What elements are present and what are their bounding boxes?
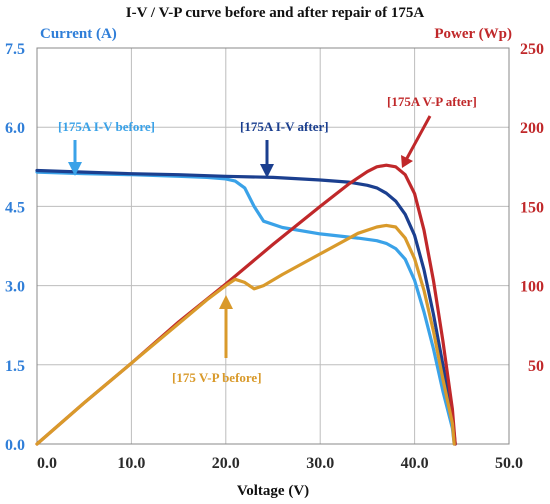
y-right-tick-label: 150 [520,199,544,216]
x-ticks: 0.0 10.0 20.0 30.0 40.0 50.0 [37,455,523,472]
y-left-axis-title: Current (A) [40,26,117,42]
series-line-175a-i-v-before [35,170,456,446]
plot-frame [36,47,510,445]
y-right-ticks: 50 100 150 200 250 [520,41,544,375]
y-left-tick-label: 3.0 [5,279,25,296]
y-right-tick-label: 50 [528,358,544,375]
chart-title: I-V / V-P curve before and after repair … [126,5,425,21]
arrow-iv-after [260,140,274,178]
x-axis-title: Voltage (V) [237,483,309,499]
annotation-vp-after: [175A V-P after] [387,94,477,109]
x-tick-label: 10.0 [117,455,145,472]
annotation-vp-before: [175 V-P before] [172,370,262,385]
x-tick-label: 50.0 [495,455,523,472]
y-left-tick-label: 7.5 [5,41,25,58]
arrow-iv-before [68,140,82,176]
annotation-iv-after: [175A I-V after] [240,119,329,134]
y-left-tick-label: 1.5 [5,358,25,375]
y-left-ticks: 0.0 1.5 3.0 4.5 6.0 7.5 [5,41,25,454]
series-line-175a-i-v-after [35,168,457,446]
x-tick-label: 20.0 [212,455,240,472]
annotation-iv-before: [175A I-V before] [58,119,155,134]
y-right-tick-label: 250 [520,41,544,58]
series-line-175-v-p-before [35,223,456,446]
arrow-vp-before [219,295,233,358]
y-left-tick-label: 4.5 [5,199,25,216]
x-tick-label: 0.0 [37,455,57,472]
arrow-vp-after [401,115,432,168]
y-right-tick-label: 100 [520,279,544,296]
y-left-tick-label: 6.0 [5,120,25,137]
series-group [35,163,457,446]
y-right-tick-label: 200 [520,120,544,137]
x-tick-label: 40.0 [401,455,429,472]
y-right-axis-title: Power (Wp) [434,26,512,42]
series-line-175a-v-p-after [35,163,457,446]
y-left-tick-label: 0.0 [5,437,25,454]
x-tick-label: 30.0 [306,455,334,472]
